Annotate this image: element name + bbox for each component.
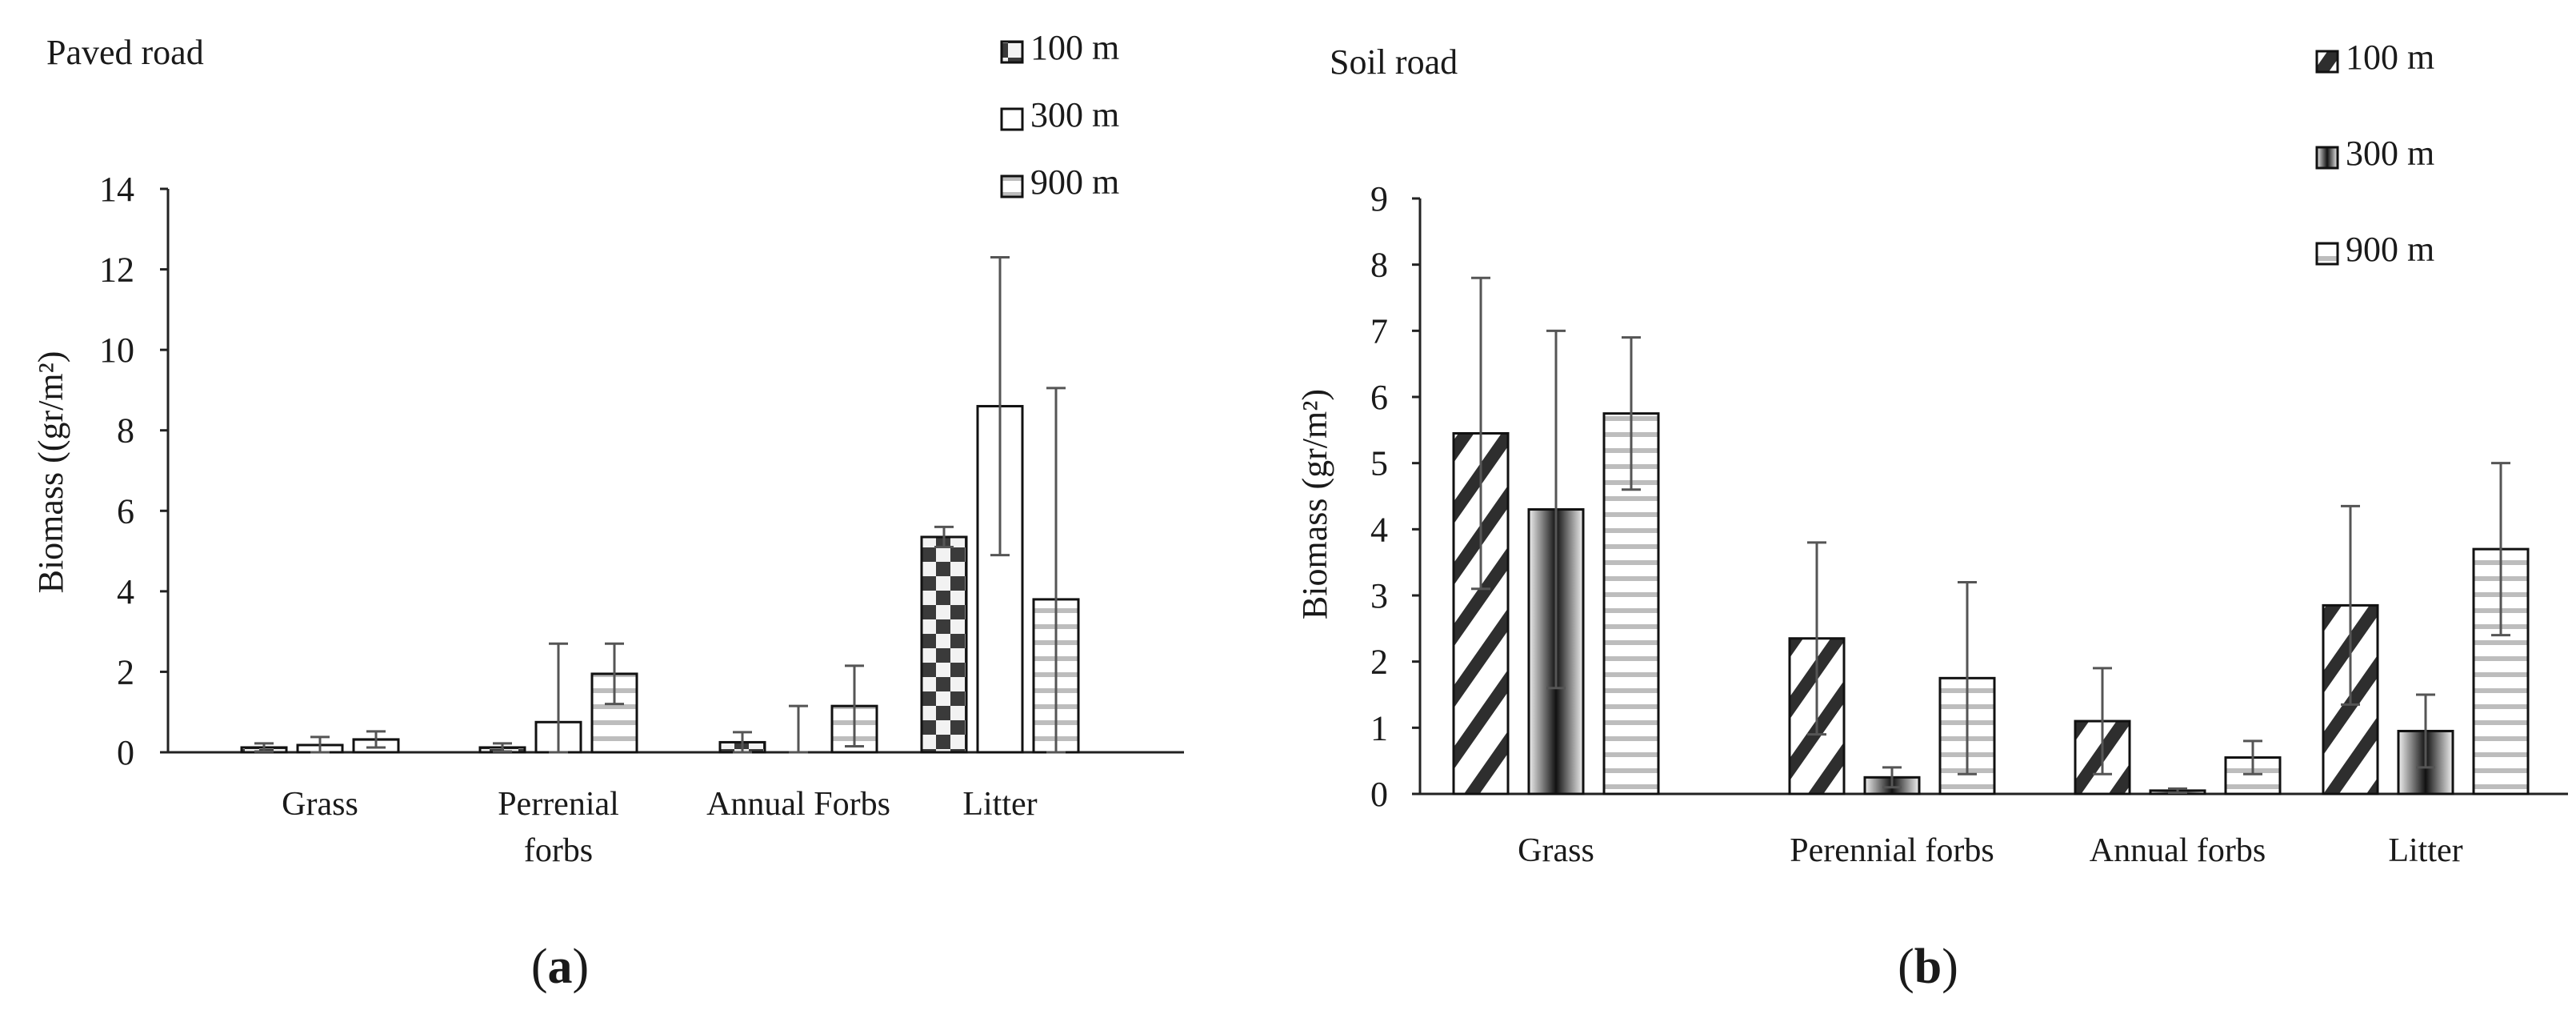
x-category-label: forbs — [524, 832, 593, 869]
legend-label: 100 m — [1030, 28, 1119, 67]
bar — [920, 535, 968, 754]
y-tick-label: 12 — [99, 250, 134, 290]
y-tick-label: 6 — [117, 491, 134, 531]
x-category-label: Perrenial — [498, 786, 619, 823]
x-category-label: Grass — [1518, 832, 1594, 869]
legend-label: 100 m — [2346, 38, 2434, 77]
y-tick-label: 8 — [117, 411, 134, 451]
x-category-label: Annual forbs — [2090, 832, 2266, 869]
legend-swatch — [1000, 107, 1024, 131]
x-category-label: Annual Forbs — [706, 786, 890, 823]
bar — [2224, 756, 2282, 796]
x-category-label: Litter — [2388, 832, 2462, 869]
panel-label: (b) — [1898, 940, 1958, 994]
y-tick-label: 6 — [1370, 378, 1388, 417]
y-tick-label: 4 — [1370, 510, 1388, 549]
legend-swatch — [2315, 146, 2339, 170]
x-category-label: Grass — [282, 786, 358, 823]
y-tick-label: 7 — [1370, 311, 1388, 351]
y-axis-label: Biomass (gr/m²) — [1295, 389, 1334, 619]
chart-title: Paved road — [46, 33, 204, 72]
y-tick-label: 4 — [117, 572, 134, 611]
legend-label: 900 m — [1030, 162, 1119, 202]
legend-label: 900 m — [2346, 230, 2434, 269]
bar — [1602, 412, 1660, 796]
panel-label: (a) — [531, 940, 589, 994]
chart-title: Soil road — [1330, 42, 1458, 82]
legend-swatch — [1000, 174, 1024, 198]
y-tick-label: 8 — [1370, 246, 1388, 285]
legend-swatch — [2315, 50, 2339, 74]
y-tick-label: 2 — [117, 652, 134, 691]
legend-swatch — [1000, 40, 1024, 64]
y-tick-label: 5 — [1370, 444, 1388, 483]
x-category-label: Litter — [962, 786, 1037, 823]
chart-panel-b: Soil road Biomass (gr/m²) 0 1 2 3 4 5 6 7 8 9 Grass P… — [1295, 38, 2568, 994]
bar — [590, 672, 638, 754]
y-tick-label: 14 — [99, 170, 134, 209]
y-axis-label: Biomass ((gr/m²) — [31, 351, 70, 594]
y-tick-label: 3 — [1370, 576, 1388, 615]
y-tick-label: 1 — [1370, 708, 1388, 747]
legend-label: 300 m — [2346, 134, 2434, 173]
y-tick-label: 0 — [1370, 775, 1388, 814]
x-category-label: Perennial forbs — [1790, 832, 1994, 869]
legend-swatch — [2315, 242, 2339, 266]
y-tick-label: 0 — [117, 733, 134, 772]
y-tick-label: 10 — [99, 331, 134, 370]
y-tick-label: 2 — [1370, 643, 1388, 682]
legend-label: 300 m — [1030, 95, 1119, 134]
y-tick-label: 9 — [1370, 179, 1388, 218]
chart-panel-a: Paved road Biomass ((gr/m²) 0 2 4 6 8 10 12 14 Gra… — [31, 28, 1184, 994]
